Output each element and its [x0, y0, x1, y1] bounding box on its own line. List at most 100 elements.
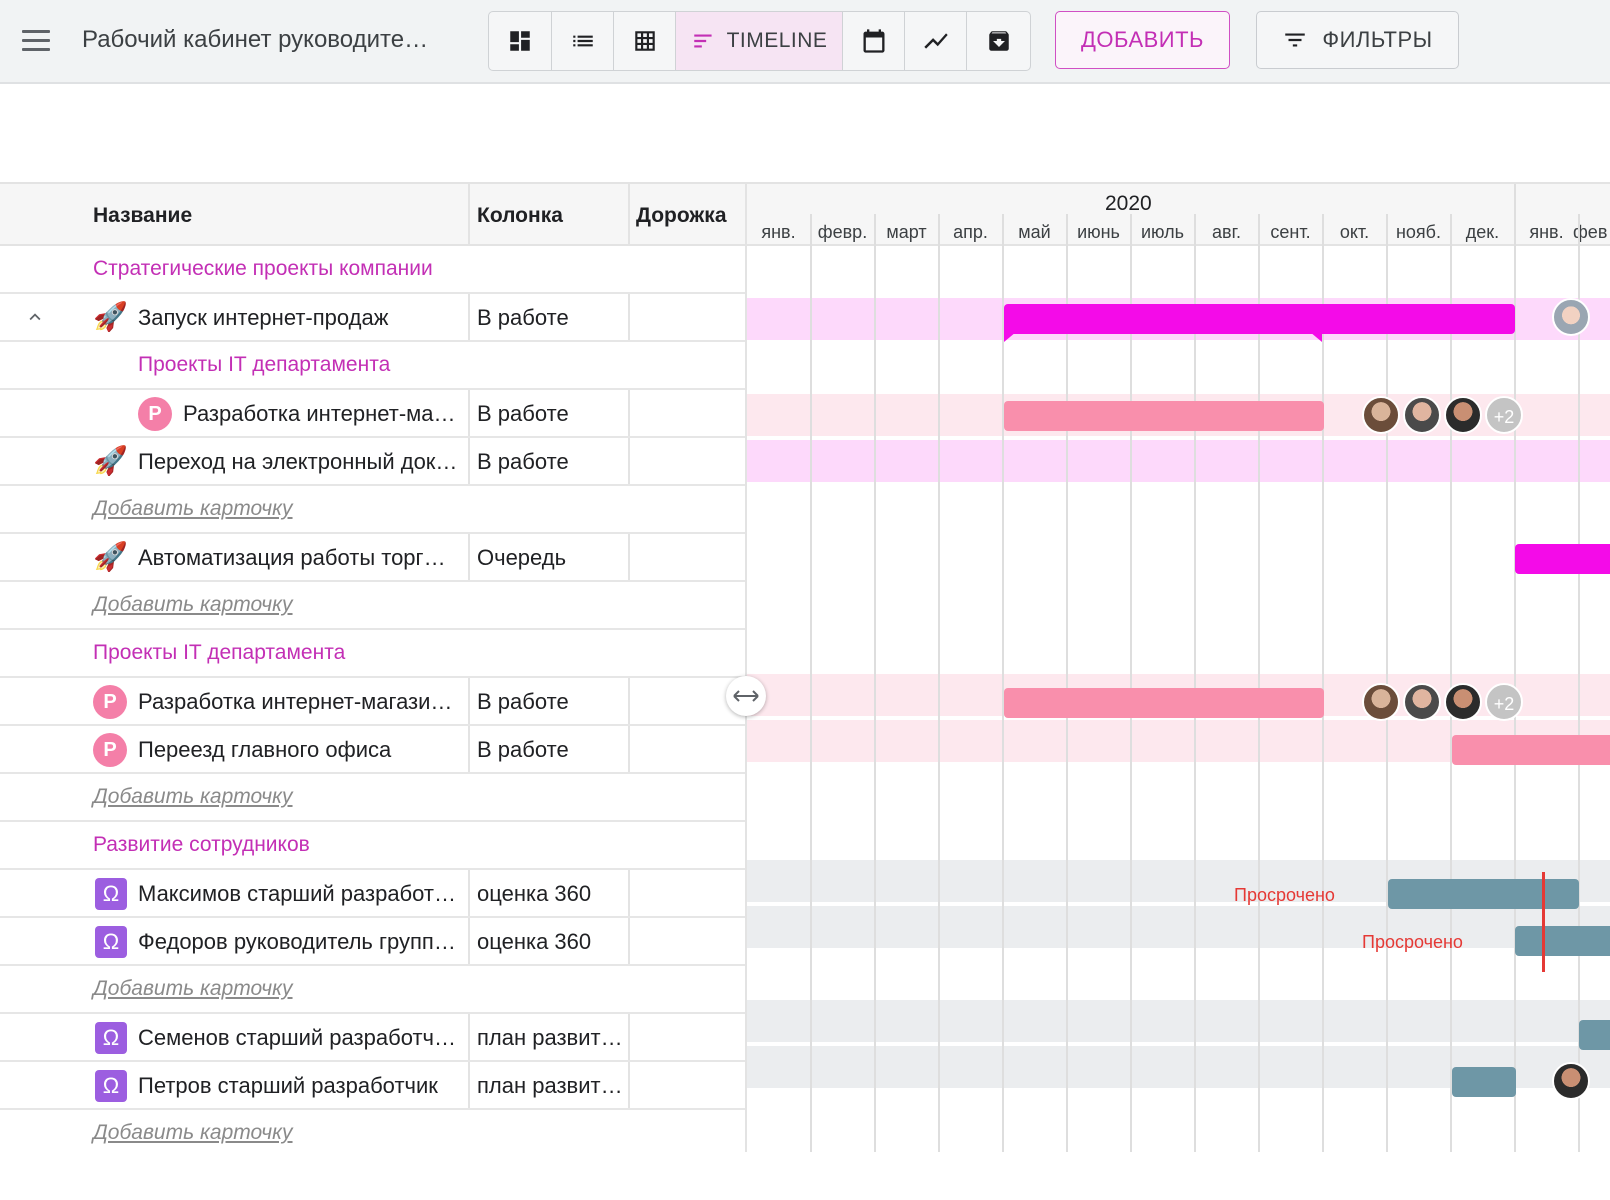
card-name[interactable]: Петров старший разработчик: [138, 1073, 438, 1098]
table-row[interactable]: P Переезд главного офиса В работе: [0, 726, 745, 774]
month-label: апр.: [953, 222, 988, 242]
chevron-up-icon[interactable]: [24, 306, 46, 328]
add-card-link[interactable]: Добавить карточку: [93, 977, 293, 1000]
row-band: [747, 1000, 1610, 1042]
filters-button[interactable]: ФИЛЬТРЫ: [1256, 11, 1459, 69]
timeline-chart: 2020 янв. февр. март апр. май июнь июль …: [745, 182, 1610, 1152]
table-row[interactable]: Ω Максимов старший разработ… оценка 360: [0, 870, 745, 918]
avatar[interactable]: [1552, 1062, 1590, 1100]
timeline-bar[interactable]: [1388, 879, 1579, 909]
filters-label: ФИЛЬТРЫ: [1322, 27, 1433, 52]
card-name[interactable]: Семенов старший разработч…: [138, 1025, 456, 1050]
group-title[interactable]: Проекты IT департамента: [138, 353, 391, 376]
rocket-icon: 🚀: [93, 541, 128, 572]
top-toolbar: Рабочий кабинет руководите… TIMELINE ДОБ…: [0, 0, 1610, 84]
dashboard-icon: [510, 31, 530, 51]
table-row[interactable]: Ω Федоров руководитель групп… оценка 360: [0, 918, 745, 966]
board-title[interactable]: Рабочий кабинет руководите…: [82, 26, 429, 53]
add-card-row: Добавить карточку: [0, 582, 745, 630]
grid-icon: [634, 31, 655, 51]
bar-start-marker: [1004, 332, 1016, 342]
menu-icon[interactable]: [22, 30, 52, 52]
table-row[interactable]: 🚀 Переход на электронный док… В работе: [0, 438, 745, 486]
group-title[interactable]: Развитие сотрудников: [93, 833, 310, 856]
card-name[interactable]: Запуск интернет-продаж: [138, 305, 389, 330]
project-badge: P: [138, 397, 172, 431]
card-column: В работе: [477, 737, 569, 762]
calendar-icon: [863, 29, 884, 53]
cards-table: Название Колонка Дорожка Стратегические …: [0, 182, 745, 1158]
card-name[interactable]: Переход на электронный док…: [138, 449, 458, 474]
calendar-view-button[interactable]: [843, 12, 905, 70]
table-view-button[interactable]: [614, 12, 676, 70]
avatar[interactable]: [1552, 298, 1590, 336]
project-badge: P: [93, 685, 127, 719]
resize-handle[interactable]: [726, 676, 766, 716]
month-label: фев: [1573, 222, 1608, 242]
overdue-label: Просрочено: [1362, 932, 1463, 952]
table-row[interactable]: Ω Семенов старший разработч… план развит…: [0, 1014, 745, 1062]
column-header-track[interactable]: Дорожка: [636, 204, 727, 227]
month-label: сент.: [1270, 222, 1311, 242]
timeline-bar[interactable]: [1579, 1020, 1610, 1050]
card-name[interactable]: Максимов старший разработ…: [138, 881, 456, 906]
card-name[interactable]: Разработка интернет-ма…: [183, 401, 456, 426]
timeline-view-button[interactable]: TIMELINE: [676, 12, 843, 70]
group-row: Развитие сотрудников: [0, 822, 745, 870]
list-view-button[interactable]: [552, 12, 614, 70]
table-row[interactable]: Ω Петров старший разработчик план развит…: [0, 1062, 745, 1110]
group-row: Проекты IT департамента: [0, 630, 745, 678]
timeline-bar[interactable]: [1515, 544, 1610, 574]
archive-view-button[interactable]: [967, 12, 1030, 70]
table-row[interactable]: 🚀 Автоматизация работы торг… Очередь: [0, 534, 745, 582]
card-name[interactable]: Федоров руководитель групп…: [138, 929, 456, 954]
card-name[interactable]: Разработка интернет-магази…: [138, 689, 453, 714]
table-row[interactable]: P Разработка интернет-магази… В работе: [0, 678, 745, 726]
chart-view-button[interactable]: [905, 12, 967, 70]
overdue-label: Просрочено: [1234, 885, 1335, 905]
more-assignees-badge[interactable]: +2: [1485, 683, 1523, 721]
more-assignees-badge[interactable]: +2: [1485, 396, 1523, 434]
bar-end-marker: [1310, 332, 1322, 342]
avatar[interactable]: [1362, 396, 1400, 434]
timeline-bar[interactable]: [1452, 735, 1610, 765]
table-row[interactable]: P Разработка интернет-ма… В работе: [0, 390, 745, 438]
avatar[interactable]: [1444, 683, 1482, 721]
month-label: дек.: [1465, 222, 1500, 242]
avatar[interactable]: [1444, 396, 1482, 434]
table-row[interactable]: 🚀 Запуск интернет-продаж В работе: [0, 294, 745, 342]
card-column: В работе: [477, 401, 569, 426]
column-header-column[interactable]: Колонка: [477, 204, 563, 227]
dashboard-view-button[interactable]: [489, 12, 552, 70]
archive-icon: [988, 31, 1009, 51]
timeline-bar[interactable]: [1004, 401, 1324, 431]
month-label: янв.: [761, 222, 796, 242]
group-title[interactable]: Проекты IT департамента: [93, 641, 346, 664]
month-label: март: [886, 222, 927, 242]
card-name[interactable]: Автоматизация работы торг…: [138, 545, 446, 570]
avatar[interactable]: [1362, 683, 1400, 721]
card-column: оценка 360: [477, 929, 592, 954]
timeline-bar[interactable]: [1004, 304, 1515, 334]
rocket-icon: 🚀: [93, 301, 128, 332]
timeline-bar[interactable]: [1452, 1067, 1516, 1097]
card-column: план развит…: [477, 1073, 623, 1098]
group-row: Стратегические проекты компании: [0, 246, 745, 294]
add-card-link[interactable]: Добавить карточку: [93, 497, 293, 520]
year-label: 2020: [1105, 192, 1152, 215]
add-button[interactable]: ДОБАВИТЬ: [1055, 11, 1230, 69]
timeline-header: 2020 янв. февр. март апр. май июнь июль …: [747, 182, 1610, 248]
add-card-link[interactable]: Добавить карточку: [93, 1121, 293, 1144]
avatar[interactable]: [1403, 683, 1441, 721]
column-header-name[interactable]: Название: [93, 204, 193, 227]
card-name[interactable]: Переезд главного офиса: [138, 737, 392, 762]
add-card-link[interactable]: Добавить карточку: [93, 593, 293, 616]
avatar[interactable]: [1403, 396, 1441, 434]
project-badge: P: [93, 733, 127, 767]
add-card-link[interactable]: Добавить карточку: [93, 785, 293, 808]
timeline-bar[interactable]: [1515, 926, 1610, 956]
card-column: оценка 360: [477, 881, 592, 906]
group-title[interactable]: Стратегические проекты компании: [93, 257, 433, 280]
omega-icon: Ω: [95, 926, 127, 958]
timeline-bar[interactable]: [1004, 688, 1324, 718]
